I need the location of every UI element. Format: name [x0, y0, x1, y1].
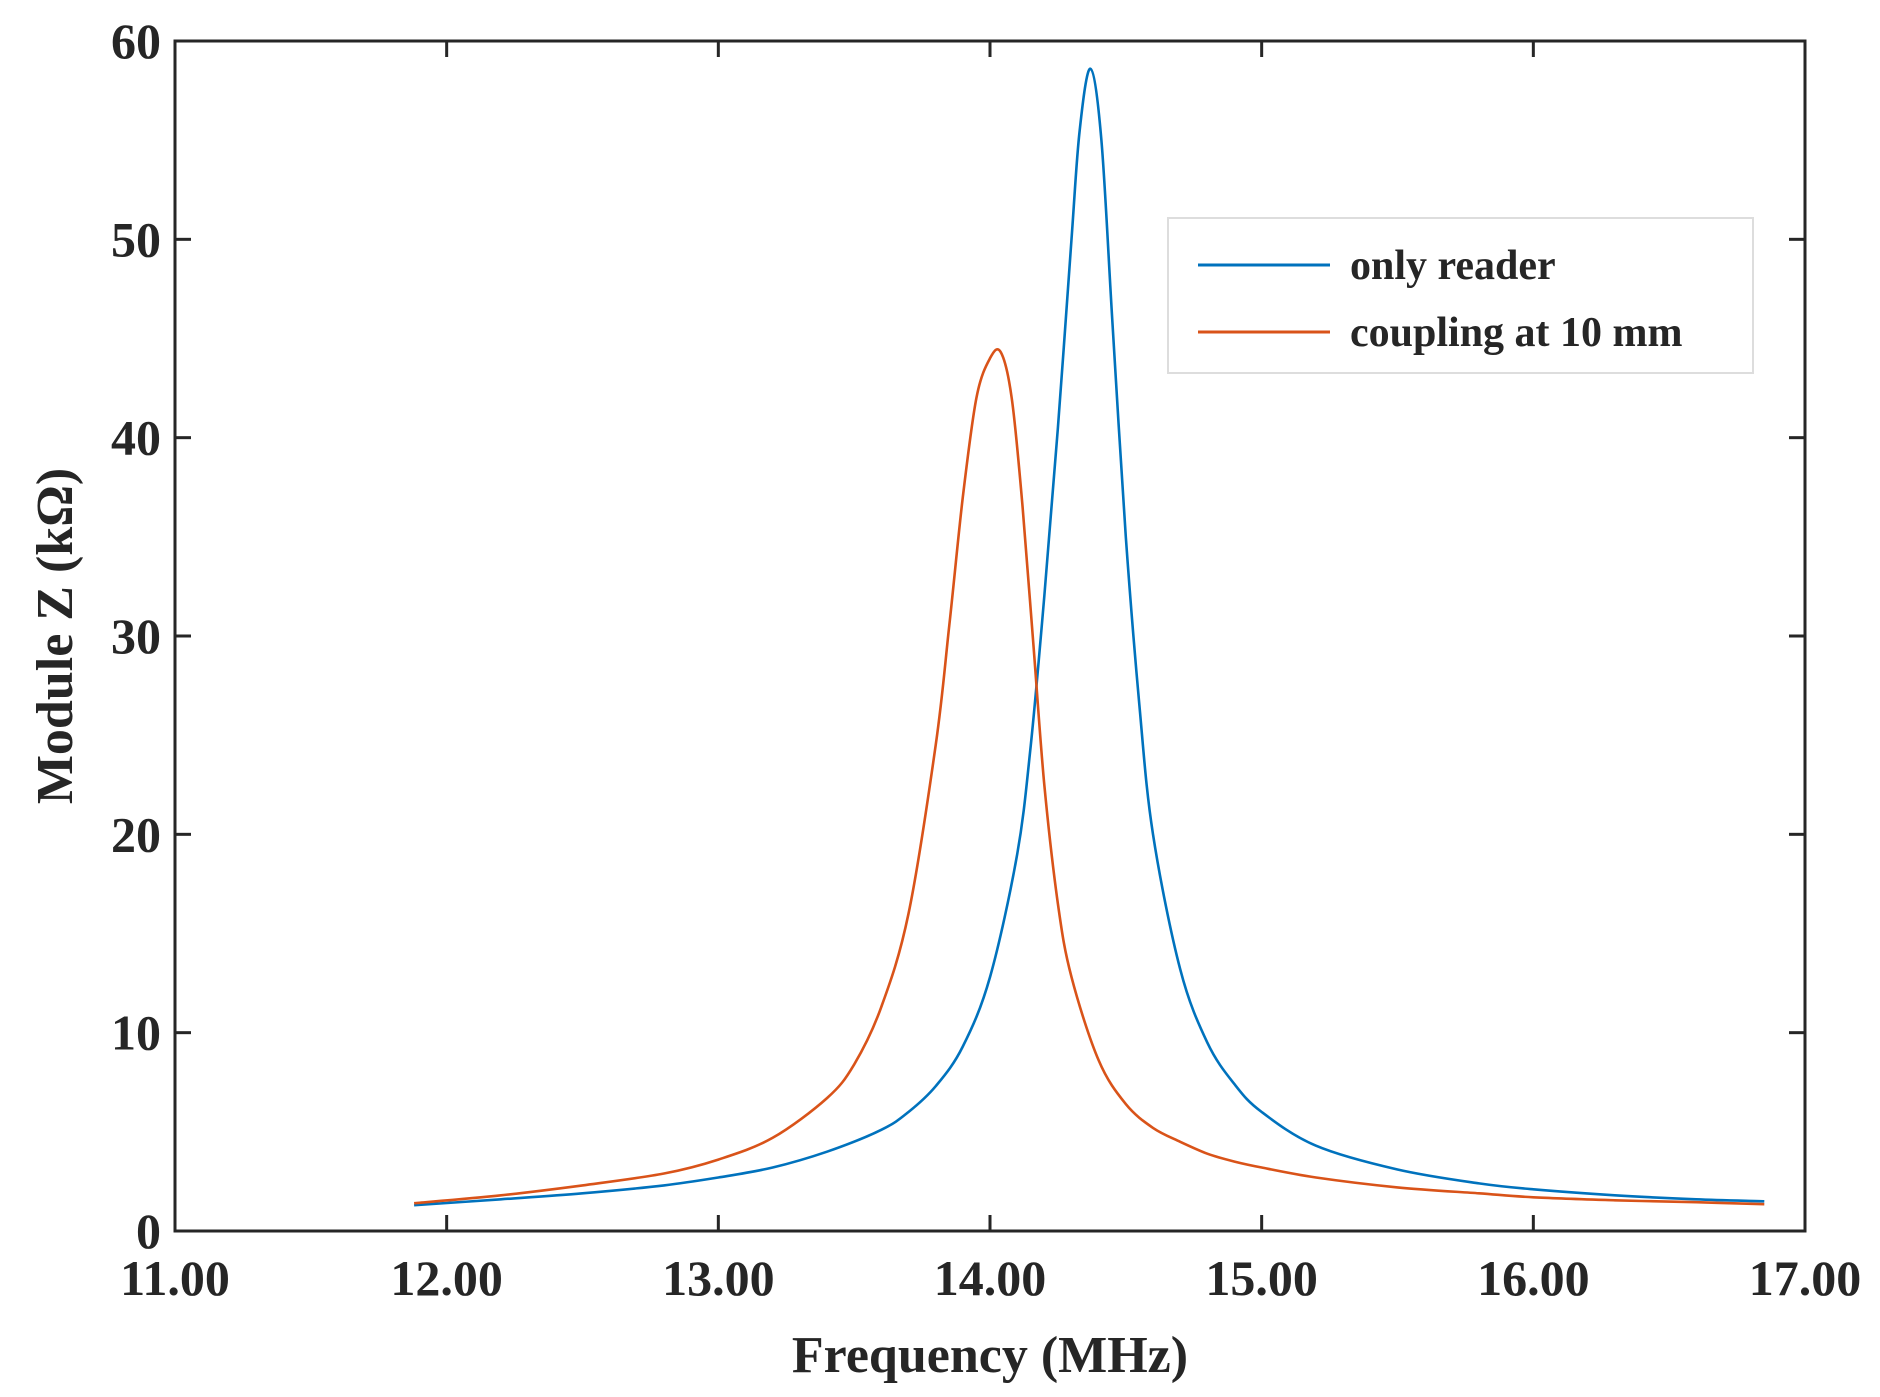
y-axis-label: Module Z (kΩ): [27, 468, 84, 804]
x-tick-label: 17.00: [1749, 1250, 1862, 1306]
x-tick-label: 15.00: [1205, 1250, 1318, 1306]
series-line-2: [413, 348, 1765, 1206]
x-tick-label: 16.00: [1477, 1250, 1590, 1306]
x-tick-label: 14.00: [934, 1250, 1047, 1306]
legend-label-2: coupling at 10 mm: [1350, 310, 1683, 356]
legend-label-1: only reader: [1350, 243, 1556, 289]
series-line-1: [414, 67, 1765, 1207]
x-tick-label: 13.00: [662, 1250, 775, 1306]
y-tick-label: 0: [136, 1203, 161, 1259]
x-axis-label: Frequency (MHz): [792, 1327, 1188, 1384]
axis-ticks: [173, 39, 1807, 1233]
y-tick-label: 20: [111, 806, 161, 862]
legend: only reader coupling at 10 mm: [1167, 217, 1754, 374]
x-tick-label: 12.00: [390, 1250, 503, 1306]
y-tick-label: 10: [111, 1005, 161, 1061]
x-tick-label: 11.00: [120, 1250, 230, 1306]
series-lines: [413, 67, 1765, 1207]
y-tick-label: 60: [111, 13, 161, 69]
y-tick-label: 30: [111, 608, 161, 664]
y-tick-label: 40: [111, 410, 161, 466]
tick-labels: 11.00 12.00 13.00 14.00 15.00 16.00 17.00 0 10 20…: [111, 13, 1861, 1306]
legend-box: [1167, 217, 1754, 374]
y-tick-label: 50: [111, 211, 161, 267]
